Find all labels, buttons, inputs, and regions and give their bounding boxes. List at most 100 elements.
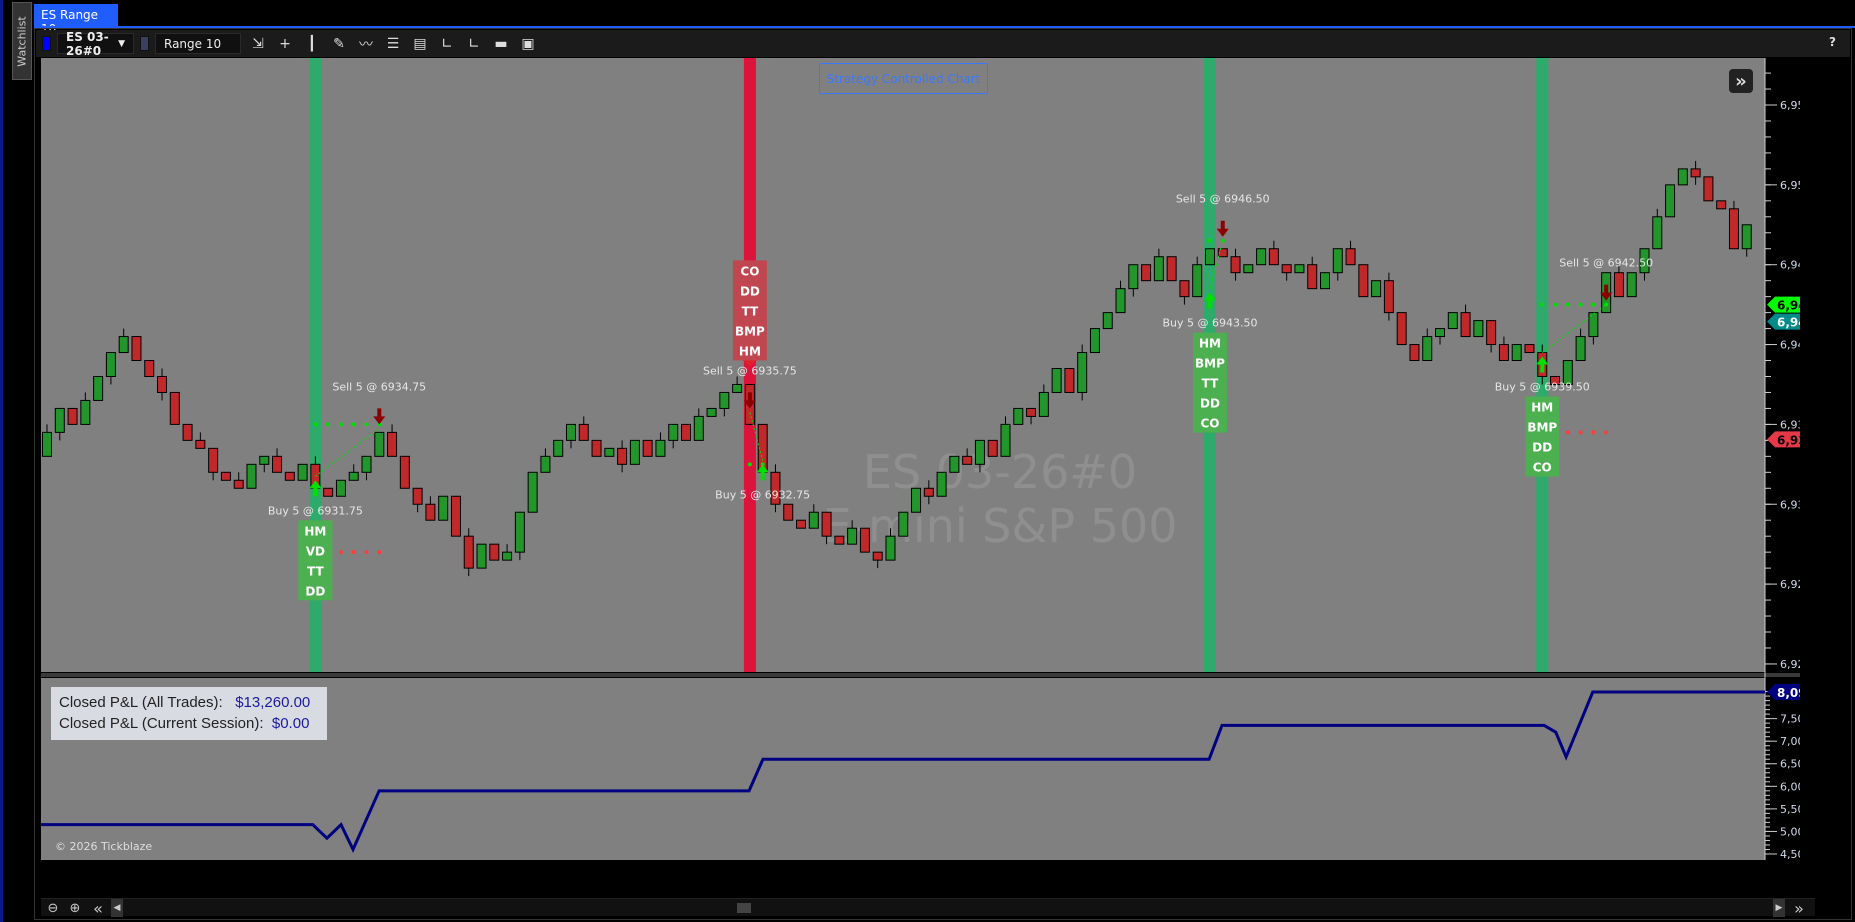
candle bbox=[1677, 168, 1688, 186]
candle bbox=[911, 487, 922, 513]
candle bbox=[565, 423, 576, 441]
candle bbox=[1716, 200, 1727, 210]
candle bbox=[1064, 368, 1075, 393]
candle bbox=[1230, 256, 1241, 274]
candle bbox=[1102, 312, 1113, 330]
save-icon[interactable]: ▣ bbox=[521, 35, 535, 52]
candle bbox=[1077, 352, 1088, 393]
candle bbox=[1345, 248, 1356, 266]
candle bbox=[259, 455, 270, 465]
target-dot bbox=[313, 422, 318, 427]
candle bbox=[732, 383, 743, 393]
symbol-color-swatch[interactable] bbox=[42, 36, 51, 51]
tab-es-range-10[interactable]: ES Range 10 bbox=[34, 4, 118, 36]
panel-separator bbox=[41, 673, 1800, 677]
watchlist-tab[interactable]: Watchlist bbox=[12, 2, 32, 80]
double-chevron-right-icon: » bbox=[1735, 70, 1747, 92]
pnl-tick-label: 6,500.00 bbox=[1780, 758, 1800, 771]
candle bbox=[1396, 312, 1407, 346]
list-icon[interactable]: ☰ bbox=[386, 35, 400, 52]
candle bbox=[297, 463, 308, 481]
candle bbox=[1498, 344, 1509, 362]
draw-pencil-icon[interactable]: ✎ bbox=[333, 35, 345, 52]
candle bbox=[1166, 256, 1177, 282]
scroll-thumb[interactable] bbox=[737, 903, 751, 913]
price-tick-label: 6,930.00 bbox=[1780, 498, 1800, 511]
candle bbox=[272, 455, 283, 473]
candle bbox=[284, 471, 295, 481]
chevron-down-icon: ▼ bbox=[118, 38, 125, 49]
axis-alt-icon[interactable]: ∟ bbox=[468, 35, 480, 52]
stop-dot bbox=[1591, 430, 1596, 435]
symbol-selector[interactable]: ES 03-26#0 ▼ bbox=[57, 30, 134, 58]
price-tick-label: 6,950.00 bbox=[1780, 179, 1800, 192]
zoom-in-icon[interactable]: ⊕ bbox=[69, 900, 81, 916]
open-folder-icon[interactable]: ▬ bbox=[494, 35, 508, 52]
auto-scale-icon[interactable]: ⇲ bbox=[252, 35, 264, 52]
signal-tag: TT bbox=[307, 564, 324, 578]
zoom-out-icon[interactable]: ⊖ bbox=[47, 900, 59, 916]
candle bbox=[1026, 407, 1037, 417]
candle bbox=[425, 503, 436, 521]
candle bbox=[783, 503, 794, 521]
candle bbox=[169, 391, 180, 425]
horizontal-scrollbar[interactable]: ⊖ ⊕ « ◀ ▶ » bbox=[41, 898, 1815, 918]
candle bbox=[668, 423, 679, 441]
pnl-last-marker bbox=[1767, 684, 1800, 700]
price-tick-label: 6,945.00 bbox=[1780, 259, 1800, 272]
scroll-to-end-button[interactable]: » bbox=[1729, 69, 1753, 93]
pnl-tick-label: 6,000.00 bbox=[1780, 780, 1800, 793]
axis-icon[interactable]: ∟ bbox=[441, 35, 453, 52]
indicator-icon[interactable]: 〰 bbox=[359, 36, 373, 53]
candle bbox=[1626, 272, 1637, 298]
candle bbox=[527, 471, 538, 513]
signal-tag: HM bbox=[304, 524, 326, 538]
data-box-icon[interactable]: ▤ bbox=[413, 35, 427, 52]
signal-tag-box bbox=[1525, 396, 1560, 477]
candle bbox=[1550, 375, 1561, 385]
candle bbox=[629, 439, 640, 465]
candle bbox=[118, 336, 129, 354]
candle bbox=[706, 407, 717, 417]
scroll-end-icon[interactable]: » bbox=[1794, 898, 1804, 918]
signal-tag: CO bbox=[1200, 417, 1219, 431]
candle bbox=[1371, 280, 1382, 298]
pnl-session-value: $0.00 bbox=[271, 715, 310, 732]
interval-selector[interactable]: Range 10 bbox=[155, 33, 241, 54]
candle bbox=[80, 399, 91, 425]
candle bbox=[872, 551, 883, 561]
candle bbox=[949, 455, 960, 473]
price-marker-label: 6,934.50 bbox=[1777, 433, 1800, 447]
candle bbox=[1575, 336, 1586, 362]
scroll-right-icon[interactable]: ▶ bbox=[1773, 899, 1785, 917]
candle bbox=[1192, 264, 1203, 298]
trade-connector bbox=[1209, 240, 1224, 289]
candle bbox=[105, 352, 116, 377]
scroll-left-icon[interactable]: ◀ bbox=[111, 899, 123, 917]
candle bbox=[719, 391, 730, 409]
candle bbox=[1588, 312, 1599, 338]
watermark-name: E-mini S&P 500 bbox=[822, 499, 1177, 553]
bar-style-icon[interactable]: ┃ bbox=[307, 35, 317, 52]
crosshair-icon[interactable]: + bbox=[279, 35, 291, 52]
candle bbox=[1243, 264, 1254, 274]
target-dot bbox=[351, 422, 356, 427]
candle bbox=[1435, 328, 1446, 338]
candle bbox=[987, 439, 998, 457]
strategy-controlled-chart-button[interactable]: Strategy Controlled Chart bbox=[819, 63, 988, 94]
price-tick-label: 6,955.00 bbox=[1780, 99, 1800, 112]
candle bbox=[1281, 264, 1292, 274]
price-tick-label: 6,935.00 bbox=[1780, 418, 1800, 431]
candle bbox=[1741, 224, 1752, 250]
pnl-summary: Closed P&L (All Trades): $13,260.00 Clos… bbox=[51, 687, 327, 740]
pnl-session-label: Closed P&L (Current Session): bbox=[59, 715, 264, 732]
interval-color-swatch[interactable] bbox=[140, 36, 149, 51]
scroll-start-icon[interactable]: « bbox=[93, 898, 103, 918]
candle bbox=[208, 447, 219, 473]
target-dot bbox=[1207, 238, 1212, 243]
chart-canvas[interactable]: ES 03-26#0E-mini S&P 5006,955.006,950.00… bbox=[0, 0, 1800, 860]
candle bbox=[1320, 272, 1330, 290]
candle bbox=[1665, 184, 1676, 218]
candle bbox=[591, 439, 602, 457]
help-button[interactable]: ? bbox=[1829, 35, 1836, 49]
